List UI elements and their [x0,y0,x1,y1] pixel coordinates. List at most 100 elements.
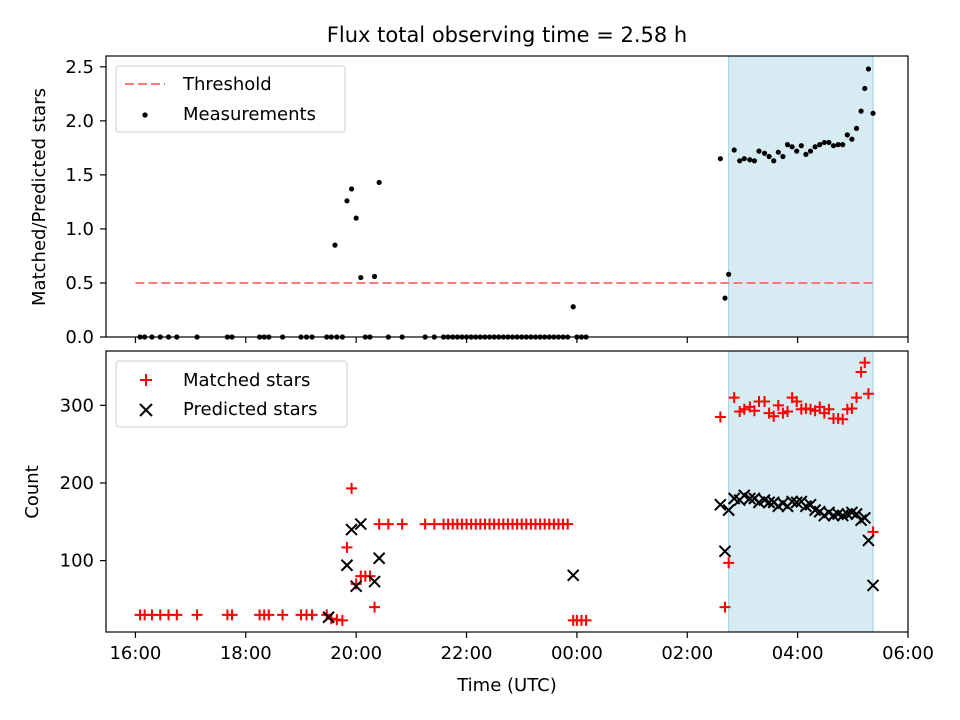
x-tick-label: 04:00 [772,643,824,664]
measurement-point [756,148,762,154]
measurement-point [332,242,338,248]
measurement-point [835,142,841,148]
measurement-point [826,139,832,146]
measurement-point [353,215,359,221]
measurement-point [784,142,791,148]
measurement-point [737,158,743,164]
predicted-star-point [858,511,871,525]
matched-star-point [336,614,348,626]
measurement-point [849,136,855,142]
y-tick-label: 1.0 [65,219,94,240]
matched-star-point [850,392,862,404]
measurement-point [344,198,350,204]
matched-star-point [226,609,238,621]
y-tick-label: 100 [60,551,94,572]
matched-star-point [341,541,353,553]
matched-star-point [791,395,803,407]
matched-star-point [171,609,183,621]
matched-star-point [759,395,771,407]
matched-star-point [346,482,358,494]
threshold-legend-label: Threshold [182,74,272,95]
measurement-point [807,148,814,154]
bottom-plot-frame [105,350,909,633]
measurement-point [862,85,868,92]
x-tick-label: 22:00 [441,643,493,664]
matched-star-point [263,609,275,621]
measurement-point [570,304,576,310]
predicted-star-point [567,569,580,582]
matched-star-point [382,518,394,530]
predicted-star-point [762,496,776,509]
matched-star-point [738,403,750,415]
measurement-point [870,110,876,116]
measurement-point [812,144,818,150]
matched-star-point [580,614,592,626]
predicted-legend-swatch [139,403,153,417]
top-legend: Threshold Measurements [115,65,346,133]
top-legend-box [115,65,346,133]
matched-star-point [772,399,784,411]
measurement-point [751,158,758,164]
predicted-star-point [354,517,367,531]
measurement-point [766,153,772,160]
matched-star-point [277,609,289,621]
predicted-star-point [714,498,727,511]
top-y-axis-label: Matched/Predicted stars [29,88,50,306]
matched-star-point [837,413,849,425]
measurement-point [722,295,728,301]
x-tick-label: 00:00 [551,643,603,664]
predicted-star-point [862,534,875,547]
measurement-point [853,125,860,132]
measurement-point [858,108,864,114]
measurement-point [865,66,872,72]
matched-star-point [859,357,871,369]
measurement-point [376,179,382,186]
matched-legend-swatch [140,374,152,386]
matched-star-point [419,518,431,530]
bottom-highlight-span [728,350,874,633]
measurement-point [771,158,777,164]
matched-star-point [306,609,318,621]
matched-star-point [823,403,835,415]
x-tick-label: 06:00 [882,643,934,664]
y-tick-label: 0.5 [65,273,94,294]
measurements-legend-label: Measurements [183,104,316,125]
predicted-star-point [372,552,386,565]
x-tick-label: 02:00 [661,643,713,664]
matched-star-point [428,518,440,530]
measurement-point [717,156,723,162]
predicted-star-point [340,559,354,572]
matched-star-point [373,518,385,530]
measurement-point [794,148,800,154]
y-tick-label: 2.5 [65,57,94,78]
predicted-star-point [349,579,363,593]
matched-star-point [855,366,867,378]
measurement-point [741,156,747,162]
matched-star-point [814,401,826,413]
bottom-legend: Matched stars Predicted stars [115,360,348,428]
matched-star-point [768,410,780,422]
measurement-point [726,271,732,277]
matched-star-point [719,601,731,613]
top-plot-frame [105,55,909,338]
matched-star-point [191,609,203,621]
matched-star-point [728,392,740,404]
predicted-star-point [718,545,732,558]
matched-star-point [846,402,858,414]
matched-legend-label: Matched stars [183,370,310,391]
top-highlight-span [728,55,874,338]
measurement-point [371,273,378,280]
matched-star-point [782,406,794,418]
measurements-legend-swatch [142,112,148,118]
y-tick-label: 200 [60,473,94,494]
y-tick-label: 1.5 [65,165,94,186]
matched-star-point [396,518,408,530]
measurement-point [798,143,804,149]
matched-star-point [369,601,381,613]
measurement-point [830,143,837,149]
figure-title: Flux total observing time = 2.58 h [327,23,687,47]
matched-star-point [862,388,874,400]
x-axis-label: Time (UTC) [456,675,557,696]
matched-star-point [562,518,574,530]
